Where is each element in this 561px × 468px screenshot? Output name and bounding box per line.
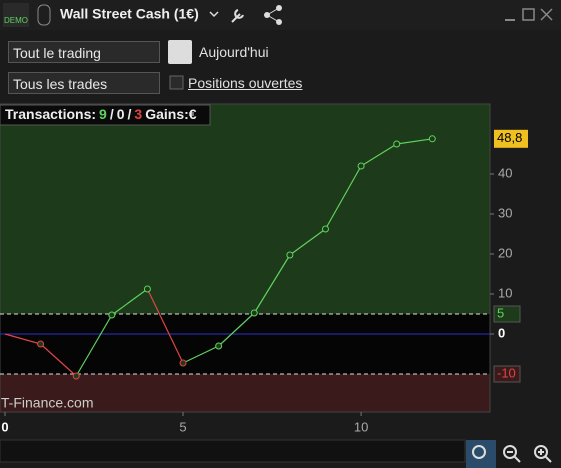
y-tick-label: 30 — [498, 205, 512, 220]
x-tick-label: 10 — [354, 419, 368, 434]
title-bar — [0, 0, 561, 30]
instrument-title[interactable]: Wall Street Cash (1€) — [60, 6, 199, 22]
zoom-out[interactable] — [503, 445, 517, 459]
equity-segment — [289, 228, 326, 256]
open-positions[interactable]: Positions ouvertes — [188, 75, 303, 91]
trade-point — [393, 140, 401, 148]
last-value-tag — [494, 129, 528, 148]
stats-label: Transactions: — [5, 106, 96, 122]
equity-segment — [182, 345, 219, 364]
trade-point — [286, 251, 294, 259]
y-tick-label: 20 — [498, 245, 512, 260]
demo-badge: DEMO — [4, 16, 28, 25]
trade-point — [72, 372, 80, 380]
equity-segment — [218, 312, 255, 347]
neutral-count: 0 — [117, 106, 125, 122]
level-tag — [493, 365, 521, 383]
trade-point — [215, 342, 223, 350]
dropdown-arrow[interactable] — [209, 11, 219, 18]
trade-point — [250, 309, 258, 317]
level-tag — [493, 305, 521, 323]
stats-box — [0, 104, 211, 126]
winning-count: 9 — [99, 106, 107, 122]
losing-count: 3 — [134, 106, 142, 122]
checkbox[interactable] — [169, 75, 184, 90]
equity-segment — [396, 138, 433, 145]
separator: / — [128, 106, 132, 122]
zoom-fit[interactable] — [466, 440, 496, 468]
scrollbar[interactable] — [0, 439, 466, 463]
plot-frame — [0, 103, 491, 413]
trade-point — [179, 359, 187, 367]
y-tick-label: 10 — [498, 285, 512, 300]
loss-zone — [0, 374, 490, 412]
trades-select-text: Tous les trades — [13, 76, 108, 92]
zoom-in[interactable] — [534, 445, 548, 459]
trade-point — [143, 285, 151, 293]
period-select-text: Tout le trading — [13, 45, 101, 61]
share-icon[interactable] — [264, 5, 282, 25]
equity-segment — [324, 165, 362, 230]
zoom-fit-icon — [472, 445, 486, 459]
date-label[interactable]: Aujourd'hui — [199, 44, 269, 60]
period-select[interactable]: Tout le trading — [8, 41, 160, 63]
trade-point — [108, 311, 116, 319]
close[interactable] — [540, 8, 553, 21]
y-tick-label: 40 — [498, 165, 512, 180]
equity-segment — [111, 288, 148, 316]
profit-zone — [0, 104, 490, 314]
trade-point — [321, 225, 329, 233]
trade-point — [428, 135, 436, 143]
trade-point — [357, 162, 365, 170]
level-label: -10 — [497, 365, 516, 380]
y-tick-label: 0 — [498, 325, 505, 340]
level-label: 5 — [497, 305, 504, 320]
watermark: IT-Finance.com — [0, 395, 93, 411]
x-tick-label: 5 — [179, 419, 186, 434]
x-tick-label: 0 — [1, 419, 8, 434]
last-value-label: 48,8 — [497, 130, 522, 145]
trades-select[interactable]: Tous les trades — [8, 72, 160, 94]
calendar-icon[interactable] — [168, 40, 192, 64]
link-icon[interactable] — [37, 4, 51, 26]
maximize[interactable] — [522, 8, 535, 21]
wrench-icon[interactable] — [231, 9, 244, 23]
equity-segment — [146, 288, 184, 364]
gains-label: Gains:€ — [145, 106, 197, 122]
equity-segment — [75, 314, 113, 377]
equity-segment — [253, 254, 291, 314]
stats: Transactions: 9/0/3 Gains:€ — [5, 106, 197, 122]
demo-icon[interactable] — [3, 3, 29, 27]
separator: / — [110, 106, 114, 122]
trade-point — [37, 340, 45, 348]
equity-segment — [360, 143, 398, 167]
equity-segment — [40, 343, 77, 377]
equity-segment — [4, 333, 41, 345]
neutral-zone — [0, 314, 490, 374]
